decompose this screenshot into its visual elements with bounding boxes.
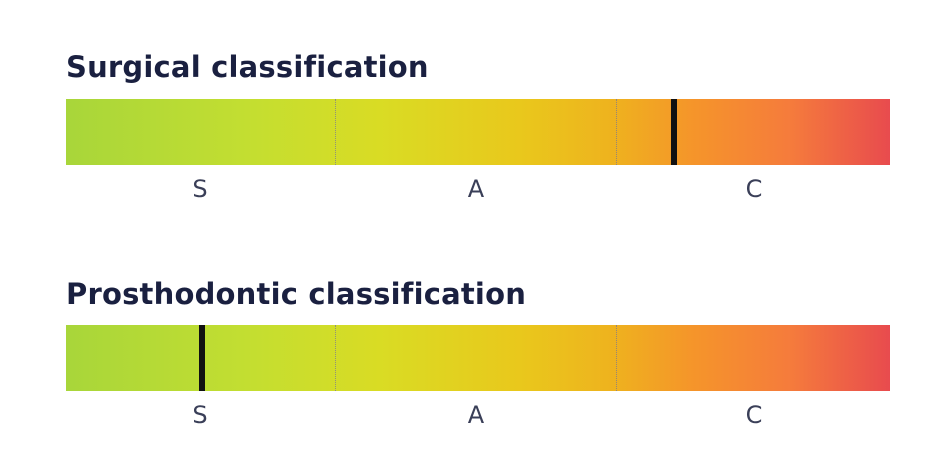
category-label-s: S	[192, 401, 208, 429]
surgical-classification-bar	[66, 99, 890, 165]
prosthodontic-classification-title: Prosthodontic classification	[66, 277, 527, 311]
category-label-c: C	[745, 175, 763, 203]
bar-divider-s-a	[335, 325, 336, 391]
prosthodontic-classification-scale: Prosthodontic classification S A C	[66, 273, 890, 429]
surgical-classification-labels: S A C	[66, 174, 890, 204]
category-label-a: A	[467, 401, 485, 429]
prosthodontic-classification-marker	[198, 325, 205, 391]
category-label-s: S	[192, 175, 208, 203]
bar-divider-s-a	[335, 99, 336, 165]
surgical-classification-title: Surgical classification	[66, 50, 429, 84]
surgical-classification-scale: Surgical classification S A C	[66, 46, 890, 203]
bar-divider-a-c	[616, 99, 617, 165]
bar-divider-a-c	[616, 325, 617, 391]
surgical-classification-marker	[671, 99, 678, 165]
category-label-a: A	[467, 175, 485, 203]
prosthodontic-classification-labels: S A C	[66, 400, 890, 430]
category-label-c: C	[745, 401, 763, 429]
prosthodontic-classification-bar	[66, 325, 890, 391]
